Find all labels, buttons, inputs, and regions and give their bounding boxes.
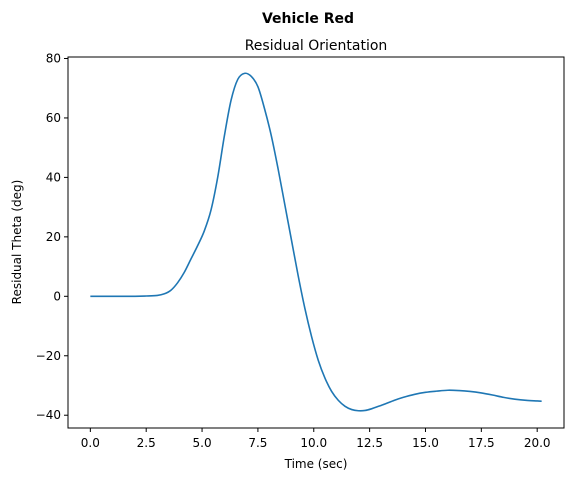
x-tick-label: 15.0 <box>412 436 439 450</box>
x-axis-ticks: 0.0 2.5 5.0 7.5 10.0 12.5 15.0 17.5 20.0 <box>81 428 551 450</box>
y-tick-label: −40 <box>36 408 61 422</box>
chart-title: Residual Orientation <box>245 38 388 54</box>
y-tick-label: 40 <box>46 170 61 184</box>
x-axis-label: Time (sec) <box>284 457 348 471</box>
y-axis-ticks: −40 −20 0 20 40 60 80 <box>36 51 68 422</box>
x-tick-label: 2.5 <box>137 436 156 450</box>
y-axis-label: Residual Theta (deg) <box>10 180 24 305</box>
x-tick-label: 7.5 <box>248 436 267 450</box>
x-tick-label: 5.0 <box>193 436 212 450</box>
y-tick-label: 20 <box>46 230 61 244</box>
series-layer <box>90 72 542 412</box>
x-tick-label: 10.0 <box>300 436 327 450</box>
series-line-0 <box>90 72 542 412</box>
y-tick-label: 0 <box>53 289 61 303</box>
x-tick-label: 12.5 <box>356 436 383 450</box>
y-tick-label: −20 <box>36 349 61 363</box>
y-tick-label: 80 <box>46 51 61 65</box>
x-tick-label: 0.0 <box>81 436 100 450</box>
figure-suptitle: Vehicle Red <box>262 11 354 27</box>
plot-area <box>67 56 565 429</box>
axes-frame <box>67 56 565 429</box>
x-tick-label: 17.5 <box>468 436 495 450</box>
x-tick-label: 20.0 <box>524 436 551 450</box>
y-tick-label: 60 <box>46 111 61 125</box>
